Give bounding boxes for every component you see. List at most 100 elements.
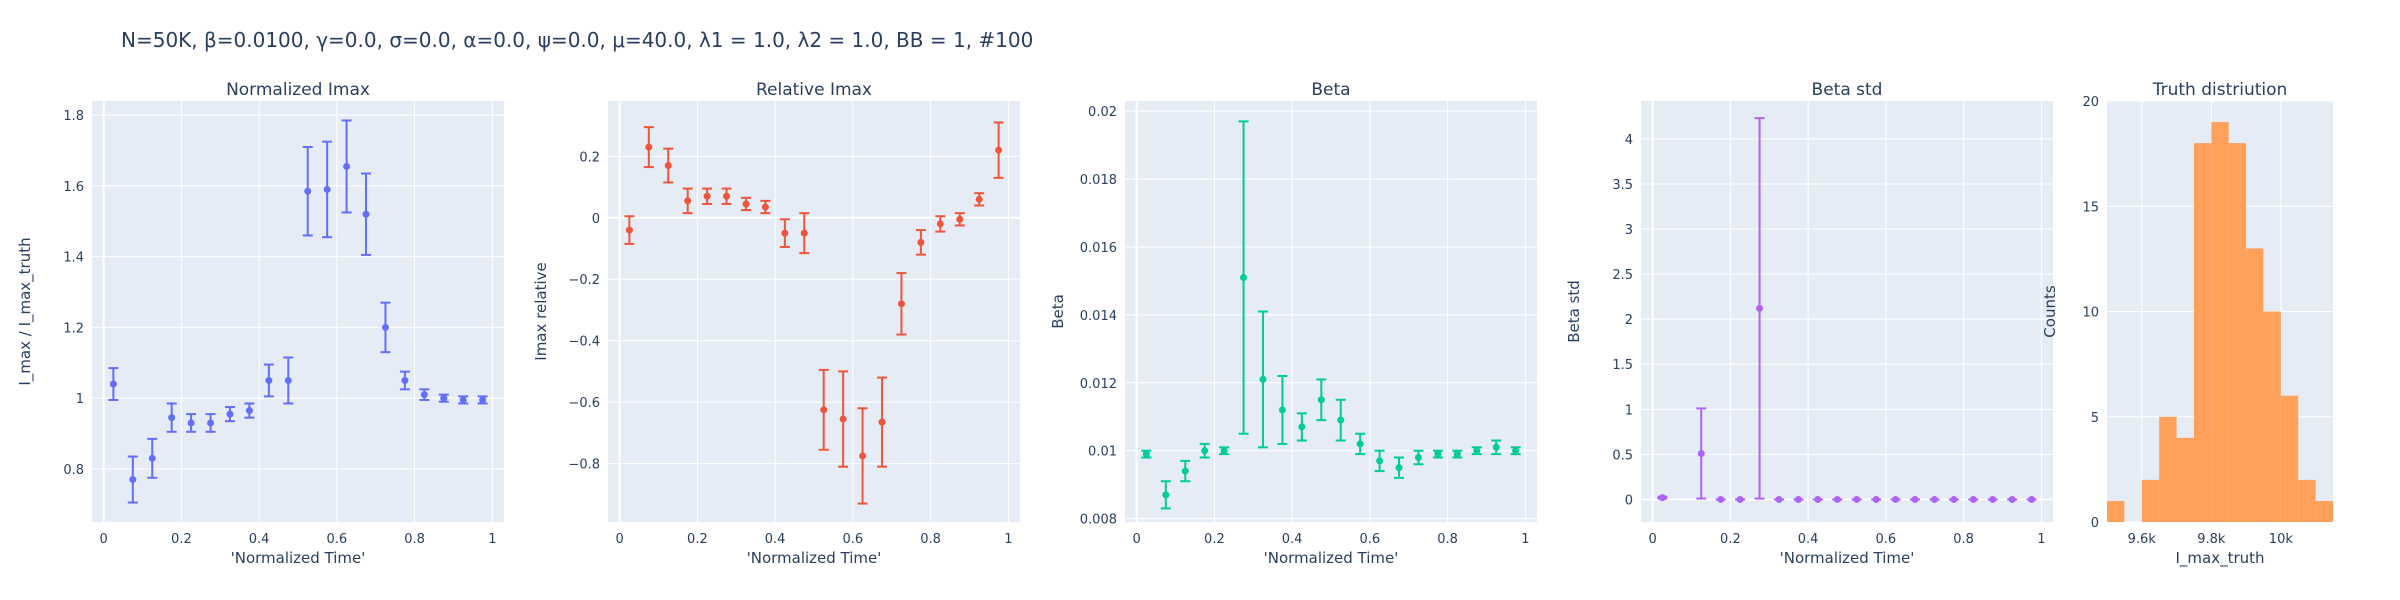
- y-tick-label: 0: [1625, 493, 1633, 508]
- data-point: [917, 238, 925, 246]
- x-tick-label: 9.8k: [2197, 532, 2226, 547]
- x-tick-label: 0: [1649, 532, 1657, 547]
- data-point: [1872, 495, 1880, 503]
- x-tick-label: 0.8: [1953, 532, 1974, 547]
- x-tick-label: 0.6: [327, 532, 348, 547]
- data-point: [2028, 495, 2036, 503]
- data-point: [148, 454, 156, 462]
- plot-area: [1641, 101, 2053, 522]
- data-point: [1473, 447, 1481, 455]
- y-tick-label: 0: [592, 212, 600, 227]
- data-point: [1512, 447, 1520, 455]
- histogram-bar: [2228, 143, 2247, 522]
- plot-area: [92, 101, 504, 522]
- x-axis-label: I_max_truth: [2175, 549, 2264, 568]
- data-point: [820, 406, 828, 414]
- histogram-bar: [2315, 500, 2333, 522]
- data-point: [226, 410, 234, 418]
- x-tick-label: 9.6k: [2128, 532, 2157, 547]
- y-axis-label: Beta: [1049, 294, 1067, 329]
- x-tick-label: 0.6: [1360, 532, 1381, 547]
- panel-3: 0 0.2 0.4 0.6 0.8 1 0.008 0.01 0.012 0.014 0.016 0.…: [1049, 80, 1537, 567]
- data-point: [245, 407, 253, 415]
- y-tick-label: 0.5: [1612, 448, 1633, 463]
- y-tick-label: 1.2: [63, 321, 84, 336]
- data-point: [362, 210, 370, 218]
- data-point: [1658, 494, 1666, 502]
- histogram-bar: [2159, 416, 2177, 522]
- data-point: [1697, 449, 1705, 457]
- y-tick-label: −0.6: [568, 396, 600, 411]
- data-point: [1414, 453, 1422, 461]
- data-point: [1337, 416, 1345, 424]
- data-point: [703, 192, 711, 200]
- data-point: [187, 419, 195, 427]
- data-point: [343, 162, 351, 170]
- y-tick-label: −0.2: [568, 273, 600, 288]
- x-tick-label: 0.4: [1798, 532, 1819, 547]
- data-point: [1240, 274, 1248, 282]
- data-point: [1162, 491, 1170, 499]
- data-point: [1395, 464, 1403, 472]
- data-point: [1892, 495, 1900, 503]
- data-point: [1736, 495, 1744, 503]
- plot-area: [608, 101, 1020, 522]
- data-point: [995, 146, 1003, 154]
- x-tick-label: 0.4: [765, 532, 786, 547]
- data-point: [168, 414, 176, 422]
- data-point: [440, 394, 448, 402]
- x-axis-label: 'Normalized Time': [747, 549, 882, 567]
- histogram-bar: [2298, 479, 2316, 522]
- x-tick-label: 1: [1521, 532, 1529, 547]
- figure-title: N=50K, β=0.0100, γ=0.0, σ=0.0, α=0.0, ψ=…: [121, 28, 1034, 52]
- data-point: [800, 229, 808, 237]
- x-tick-label: 0.4: [249, 532, 270, 547]
- data-point: [1181, 467, 1189, 475]
- histogram-bar: [2141, 479, 2160, 522]
- data-point: [1833, 495, 1841, 503]
- y-axis-label: Imax relative: [532, 262, 550, 360]
- y-tick-label: 0.01: [1088, 445, 1117, 460]
- x-axis-label: 'Normalized Time': [1780, 549, 1915, 567]
- histogram-bar: [2246, 248, 2264, 522]
- data-point: [1950, 495, 1958, 503]
- data-point: [742, 200, 750, 208]
- y-tick-label: 20: [2082, 95, 2099, 110]
- y-tick-label: 0: [2091, 516, 2099, 531]
- data-point: [956, 215, 964, 223]
- x-axis-label: 'Normalized Time': [231, 549, 366, 567]
- data-point: [1298, 423, 1306, 431]
- panel-2: 0 0.2 0.4 0.6 0.8 1 −0.8 −0.6 −0.4 −0.2 0 0.2 Relati…: [532, 80, 1020, 567]
- y-tick-label: 5: [2091, 411, 2099, 426]
- data-point: [420, 391, 428, 399]
- x-tick-label: 0.2: [171, 532, 192, 547]
- y-tick-label: −0.8: [568, 458, 600, 473]
- data-point: [265, 376, 273, 384]
- y-tick-label: 3: [1625, 223, 1633, 238]
- y-tick-label: 1.6: [63, 180, 84, 195]
- data-point: [1434, 450, 1442, 458]
- data-point: [459, 396, 467, 404]
- y-tick-label: −0.4: [568, 335, 600, 350]
- data-point: [1453, 450, 1461, 458]
- data-point: [1220, 447, 1228, 455]
- x-tick-label: 0.8: [920, 532, 941, 547]
- y-axis-label: I_max / I_max_truth: [16, 237, 35, 385]
- y-tick-label: 0.014: [1080, 309, 1117, 324]
- data-point: [1376, 457, 1384, 465]
- x-tick-label: 0.2: [1720, 532, 1741, 547]
- x-tick-label: 0.2: [687, 532, 708, 547]
- data-point: [975, 195, 983, 203]
- panel-title: Relative Imax: [756, 80, 872, 100]
- histogram-bar: [2176, 437, 2194, 522]
- x-tick-label: 0: [100, 532, 108, 547]
- histogram-bar: [2211, 122, 2229, 523]
- y-tick-label: 1: [1625, 403, 1633, 418]
- data-point: [381, 323, 389, 331]
- x-tick-label: 0.2: [1204, 532, 1225, 547]
- data-point: [723, 192, 731, 200]
- data-point: [323, 185, 331, 193]
- y-tick-label: 10: [2082, 306, 2099, 321]
- data-point: [1717, 495, 1725, 503]
